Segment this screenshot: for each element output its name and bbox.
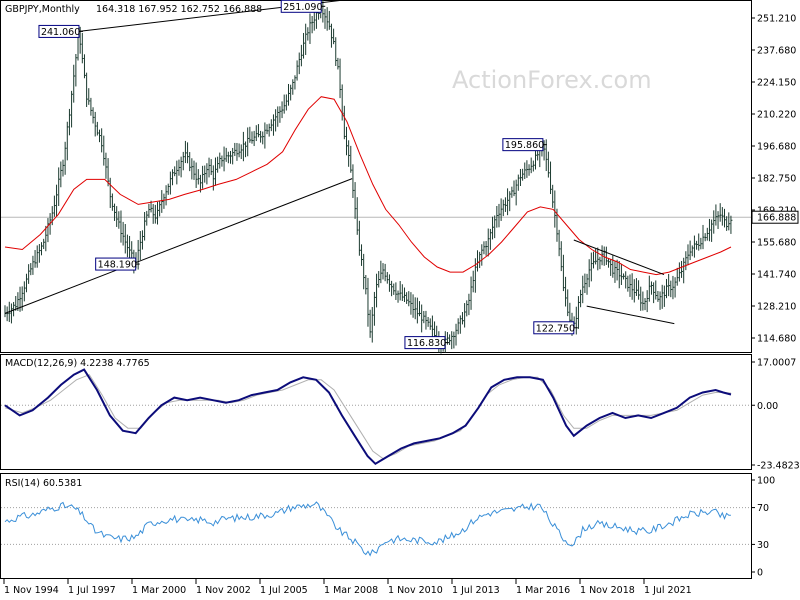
x-axis-tick-label: 1 Mar 2008 [324, 585, 378, 596]
x-axis-tick-label: 1 Nov 1994 [4, 585, 59, 596]
price-callout: 116.830 [404, 336, 449, 350]
price-callout-label: 116.830 [407, 338, 446, 349]
macd-axis-tick-label: -23.4823 [757, 461, 800, 472]
x-axis-tick-label: 1 Jul 2013 [452, 585, 500, 596]
price-panel-frame [0, 0, 752, 353]
rsi-axis-tick-label: 100 [757, 476, 775, 487]
price-callout-label: 241.060 [41, 27, 80, 38]
moving-average-line [4, 96, 732, 276]
price-axis-tick-label: 141.740 [757, 270, 796, 281]
price-axis-tick-label: 128.210 [757, 302, 796, 313]
price-axis-tick-label: 251.210 [757, 14, 796, 25]
price-callout: 195.860 [502, 138, 547, 152]
price-axis-tick-label: 182.750 [757, 174, 796, 185]
rsi-line [4, 501, 731, 557]
price-callout: 122.750 [533, 321, 578, 335]
price-callout: 241.060 [38, 24, 83, 38]
trendline [4, 178, 353, 314]
ohlc-readout: 164.318 167.952 162.752 166.888 [96, 4, 262, 15]
rsi-axis-tick-label: 30 [757, 540, 769, 551]
current-price-tag-box [751, 210, 799, 224]
price-axis-tick-label: 114.680 [757, 334, 796, 345]
rsi-panel-frame [0, 473, 752, 579]
symbol-label: GBPJPY,Monthly [5, 4, 80, 15]
axis-layer: 251.210 237.680 224.150 210.220 196.680 182.7… [3, 14, 800, 596]
rsi-axis-tick-label: 0 [757, 568, 763, 579]
x-axis-tick-label: 1 Nov 2018 [580, 585, 635, 596]
price-axis-tick-label: 224.150 [757, 78, 796, 89]
rsi-layer [1, 501, 751, 557]
price-axis-tick-label: 210.220 [757, 110, 796, 121]
price-callout-label: 122.750 [536, 323, 575, 334]
price-callout: 148.190 [95, 257, 140, 271]
price-callout-label: 148.190 [98, 260, 137, 271]
macd-axis-tick-label: 17.0007 [757, 358, 796, 369]
chart-header: GBPJPY,Monthly 164.318 167.952 162.752 1… [5, 4, 262, 15]
macd-title: MACD(12,26,9) 4.2238 4.7765 [5, 358, 150, 369]
trendline [573, 239, 665, 276]
price-callout-label: 251.090 [283, 2, 322, 13]
current-price-tag: 166.888 [751, 210, 799, 224]
price-callout-label: 195.860 [505, 140, 544, 151]
rsi-title: RSI(14) 60.5381 [5, 478, 82, 489]
price-axis-tick-label: 237.680 [757, 46, 796, 57]
x-axis-tick-label: 1 Jul 2021 [644, 585, 692, 596]
price-callout: 251.090 [280, 0, 326, 13]
x-axis-tick-label: 1 Mar 2000 [132, 585, 186, 596]
rsi-axis-tick-label: 70 [757, 503, 769, 514]
price-axis-tick-label: 155.680 [757, 238, 796, 249]
x-axis-tick-label: 1 Nov 2010 [388, 585, 443, 596]
x-axis-tick-label: 1 Jul 2005 [260, 585, 308, 596]
price-layer: 241.060 251.090 148.190 116.830 195.860 122.7… [1, 0, 751, 354]
macd-panel-frame [0, 354, 752, 470]
x-axis-tick-label: 1 Mar 2016 [516, 585, 570, 596]
price-axis-tick-label: 196.680 [757, 142, 796, 153]
macd-layer [1, 368, 751, 466]
macd-axis-tick-label: 0.00 [757, 401, 778, 412]
watermark: ActionForex.com [452, 66, 652, 94]
trendline [586, 305, 675, 325]
macd-line [4, 368, 732, 466]
x-axis-tick-label: 1 Nov 2002 [196, 585, 251, 596]
x-axis-tick-label: 1 Jul 1997 [68, 585, 116, 596]
current-price-tag-label: 166.888 [757, 213, 796, 224]
